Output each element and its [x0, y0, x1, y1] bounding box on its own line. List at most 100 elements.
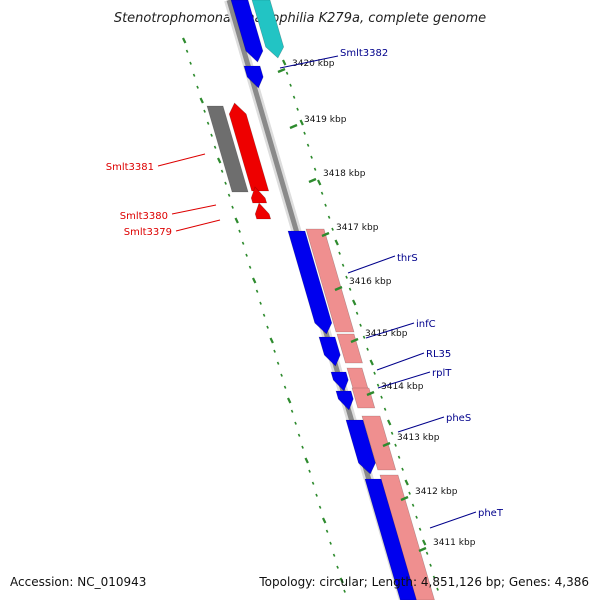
tick-dot — [336, 565, 339, 569]
tick-dot — [311, 481, 315, 485]
tick-dot — [292, 95, 296, 99]
gene-block-smlt3380 — [250, 186, 268, 204]
tick-dot — [283, 385, 287, 389]
scale-tick-label: 3411 kbp — [433, 538, 476, 548]
gene-block-blue-top — [230, 0, 264, 63]
tick-dot — [306, 143, 310, 147]
inner-tick-track — [282, 59, 439, 591]
tick-dot — [294, 421, 297, 425]
tick-dot — [217, 157, 222, 164]
tick-dot — [241, 241, 245, 245]
tick-dot — [332, 553, 336, 557]
tick-dot — [376, 383, 380, 387]
gene-block-rplt-blue — [335, 390, 354, 411]
tick-dot — [317, 179, 322, 186]
gene-block-blue-small — [243, 65, 264, 89]
tick-dot — [301, 445, 304, 449]
gene-label: Smlt3379 — [124, 227, 172, 238]
gene-block-thrs-blue — [287, 230, 333, 335]
tick-dot — [297, 433, 301, 437]
tick-dot — [282, 59, 287, 66]
tick-dot — [210, 133, 213, 137]
gene-block-infc — [336, 333, 363, 364]
scale-tick-mark — [308, 177, 317, 184]
gene-block-phes-blue — [345, 419, 376, 475]
map-title: Stenotrophomonas maltophilia K279a, comp… — [114, 11, 486, 26]
tick-dot — [220, 169, 224, 173]
gene-label-leader — [347, 255, 396, 274]
gene-label-group: Smlt3380 — [120, 204, 217, 222]
scale-tick-mark — [400, 495, 409, 502]
tick-dot — [366, 347, 369, 351]
scale-tick-mark — [321, 231, 330, 238]
scale-tick-mark — [366, 390, 375, 397]
scale-tick-label: 3418 kbp — [323, 169, 366, 179]
tick-dot — [304, 457, 309, 464]
tick-dot — [369, 359, 374, 366]
gene-label-group: Smlt3381 — [106, 153, 206, 173]
gene-label-group: rplT — [377, 368, 452, 389]
gene-label: RL35 — [426, 349, 451, 360]
scale-tick-label: 3413 kbp — [397, 433, 440, 443]
gene-block-rl35-blue — [330, 371, 349, 392]
tick-dot — [411, 503, 415, 507]
scale-tick-label: 3414 kbp — [381, 382, 424, 392]
tick-dot — [380, 395, 383, 399]
scale-tick: 3416 kbp — [334, 277, 392, 292]
tick-dot — [276, 361, 280, 365]
scale-tick-mark — [334, 285, 343, 292]
scale-tick-label: 3416 kbp — [349, 277, 392, 287]
scale-tick: 3413 kbp — [382, 433, 440, 448]
tick-dot — [266, 325, 269, 329]
tick-dot — [296, 107, 299, 111]
tick-dot — [394, 443, 397, 447]
scale-tick-label: 3419 kbp — [304, 115, 347, 125]
tick-dot — [436, 587, 439, 591]
tick-dot — [259, 301, 262, 305]
tick-dot — [285, 71, 289, 75]
tick-dot — [224, 181, 227, 185]
tick-dot — [387, 419, 392, 426]
scale-tick-mark — [382, 441, 391, 448]
tick-dot — [185, 49, 189, 53]
tick-dot — [189, 61, 192, 65]
scale-tick: 3419 kbp — [289, 115, 347, 130]
gene-block-rl35 — [346, 367, 369, 390]
tick-dot — [359, 323, 362, 327]
tick-dot — [308, 469, 311, 473]
tick-dot — [269, 337, 274, 344]
tick-dot — [339, 577, 344, 584]
accession-text: Accession: NC_010943 — [10, 575, 146, 589]
gene-label: infC — [416, 319, 436, 330]
tick-dot — [408, 491, 411, 495]
tick-dot — [425, 551, 429, 555]
gene-block-smlt3379 — [254, 202, 272, 220]
scale-tick: 3415 kbp — [350, 329, 408, 344]
gene-label-leader — [171, 204, 217, 215]
tick-dot — [213, 145, 217, 149]
scale-tick-label: 3417 kbp — [336, 223, 379, 233]
tick-dot — [325, 529, 329, 533]
tick-dot — [345, 275, 348, 279]
gene-label: pheT — [478, 508, 504, 519]
tick-dot — [287, 397, 292, 404]
map-layer: 3420 kbp 3419 kbp 3418 kbp 3417 kbp 3416 kbp… — [106, 0, 504, 600]
scale-tick-mark — [277, 67, 286, 74]
gene-label-group: pheS — [397, 413, 471, 433]
outer-tick-track — [182, 37, 346, 593]
scale-tick-label: 3412 kbp — [415, 487, 458, 497]
tick-dot — [432, 575, 436, 579]
tick-dot — [303, 131, 306, 135]
tick-dot — [397, 455, 401, 459]
tick-dot — [362, 335, 366, 339]
gene-block-smlt3382 — [251, 0, 285, 59]
gene-block-smlt3381-gray — [206, 105, 249, 193]
tick-dot — [348, 287, 352, 291]
gene-block-phes — [361, 415, 397, 471]
scale-tick: 3414 kbp — [366, 382, 424, 397]
gene-block-phet-blue — [364, 478, 418, 600]
gene-label-group: pheT — [429, 508, 504, 529]
gene-block-thrs — [305, 228, 355, 333]
scale-tick-mark — [289, 123, 298, 130]
